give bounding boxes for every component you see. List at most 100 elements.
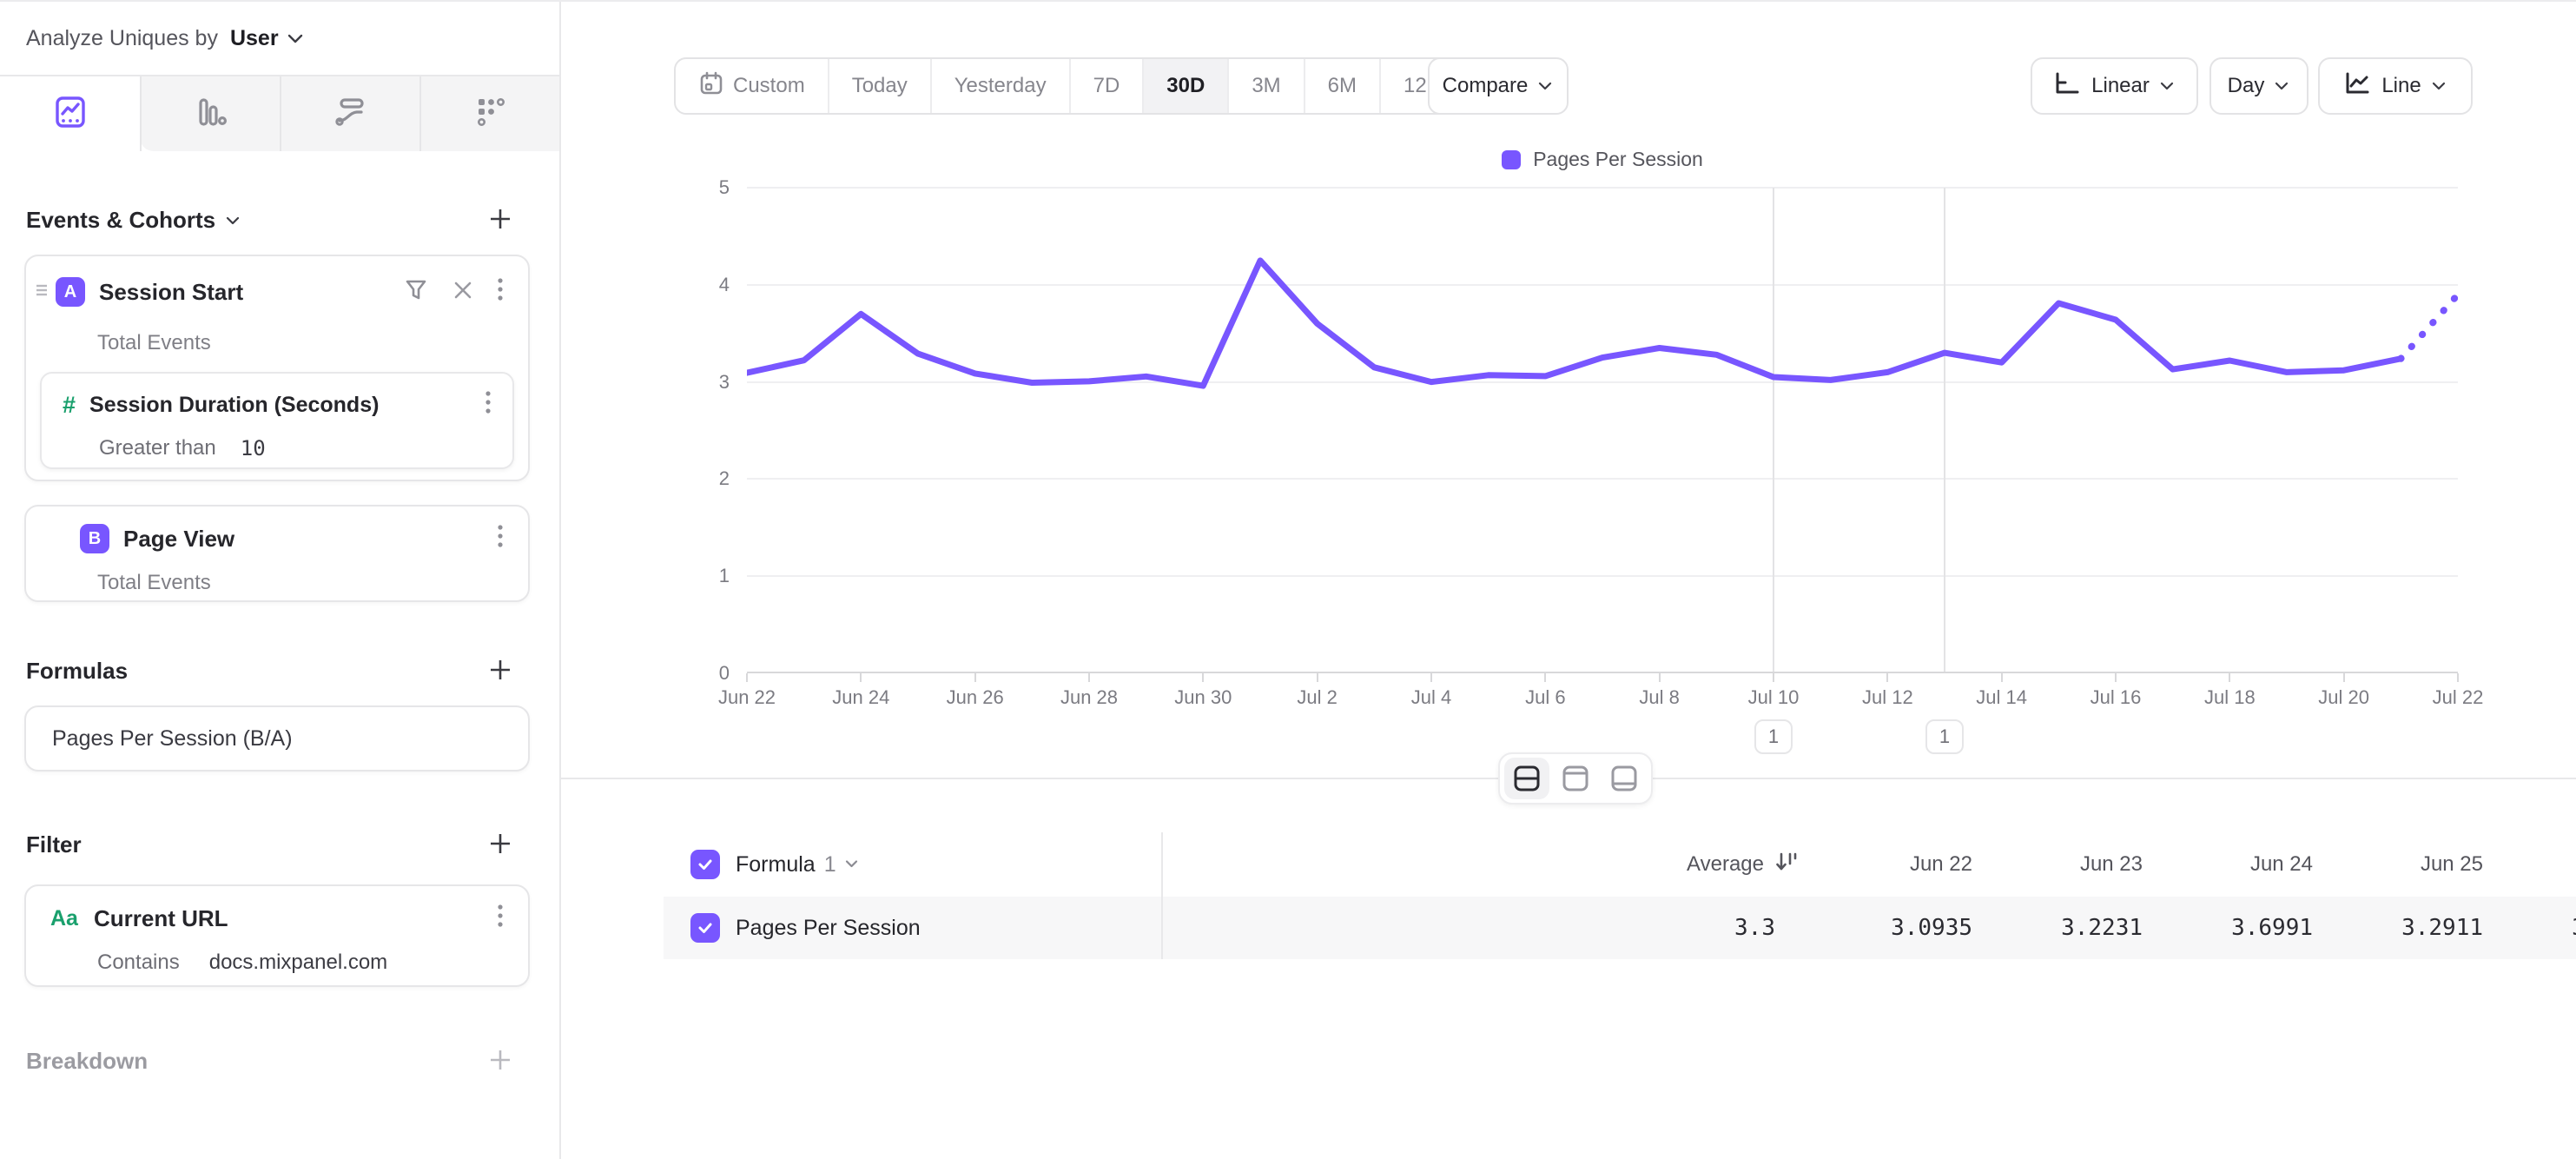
chart-legend[interactable]: Pages Per Session xyxy=(747,148,2458,171)
legend-swatch xyxy=(1502,149,1522,169)
chart-type-dropdown[interactable]: Line xyxy=(2318,57,2473,115)
drag-handle-icon[interactable] xyxy=(35,281,49,303)
operator-value[interactable]: 10 xyxy=(240,436,266,460)
events-cohorts-header[interactable]: Events & Cohorts xyxy=(26,207,241,234)
event-card-session-start[interactable]: A Session Start Total Events # Session D… xyxy=(24,255,530,481)
property-card-session-duration[interactable]: # Session Duration (Seconds) Greater tha… xyxy=(40,372,514,469)
range-7d[interactable]: 7D xyxy=(1068,59,1143,113)
table-column-divider xyxy=(1161,832,1163,959)
row-checkbox[interactable] xyxy=(690,913,720,943)
add-filter-button[interactable] xyxy=(486,830,514,858)
chevron-down-icon xyxy=(226,215,241,226)
layout-chart-only-button[interactable] xyxy=(1553,758,1598,799)
filter-funnel-icon[interactable] xyxy=(403,277,429,308)
x-axis-label: Jun 26 xyxy=(946,686,1004,708)
annotation-badge[interactable]: 1 xyxy=(1925,719,1964,754)
results-table-row[interactable]: Pages Per Session 3.3 3.0935 3.2231 3.6991… xyxy=(664,897,2576,959)
top-divider xyxy=(0,0,2576,2)
date-column-header[interactable]: Jun 24 xyxy=(2249,852,2313,876)
event-name[interactable]: Page View xyxy=(123,525,235,552)
add-breakdown-button[interactable] xyxy=(486,1046,514,1074)
filter-property-name[interactable]: Current URL xyxy=(93,904,228,931)
property-name[interactable]: Session Duration (Seconds) xyxy=(89,392,380,417)
tab-funnels[interactable] xyxy=(140,76,280,151)
row-average-value: 3.3 xyxy=(1734,915,1775,941)
event-card-page-view[interactable]: B Page View Total Events xyxy=(24,505,530,602)
layout-split-button[interactable] xyxy=(1504,758,1549,799)
x-axis-tick xyxy=(2229,673,2231,682)
event-metric[interactable]: Total Events xyxy=(97,331,211,354)
date-column-header[interactable]: Jun 22 xyxy=(1909,852,1972,876)
analyze-value-dropdown[interactable]: User xyxy=(229,25,279,50)
tab-retention[interactable] xyxy=(419,76,559,151)
event-name[interactable]: Session Start xyxy=(99,278,244,305)
select-all-checkbox[interactable] xyxy=(690,850,720,879)
tab-insights[interactable] xyxy=(0,76,140,151)
filter-operator-dropdown[interactable]: Contains xyxy=(97,950,180,974)
kebab-menu-icon[interactable] xyxy=(485,389,492,421)
chevron-down-icon xyxy=(2432,81,2447,91)
tab-flows[interactable] xyxy=(280,76,419,151)
cell-value: 3.2911 xyxy=(2401,915,2483,941)
operator-dropdown[interactable]: Greater than xyxy=(99,436,216,460)
kebab-menu-icon[interactable] xyxy=(497,903,504,935)
range-6m[interactable]: 6M xyxy=(1303,59,1379,113)
flows-icon xyxy=(333,95,369,134)
x-axis-label: Jun 22 xyxy=(717,686,776,708)
cell-value: 3.6991 xyxy=(2231,915,2313,941)
x-axis-tick xyxy=(1088,673,1090,682)
average-label: Average xyxy=(1687,852,1764,876)
date-column-header[interactable]: Jun 26 xyxy=(2509,852,2576,877)
date-column-header[interactable]: Jun 25 xyxy=(2420,852,2483,876)
x-axis-tick xyxy=(1316,673,1318,682)
average-column-header[interactable]: Average xyxy=(1532,850,1799,880)
scale-dropdown[interactable]: Linear xyxy=(2031,57,2198,115)
range-label: 3M xyxy=(1252,74,1281,97)
chevron-down-icon[interactable] xyxy=(287,33,303,43)
series-selector-count: 1 xyxy=(823,851,836,877)
kebab-menu-icon[interactable] xyxy=(497,523,504,555)
query-builder-panel: Analyze Uniques by User Events xyxy=(0,2,561,1159)
row-date-values: 3.09353.22313.69913.29113.08652.99183.00… xyxy=(1828,915,2576,941)
calendar-icon xyxy=(698,70,724,103)
x-axis-tick xyxy=(2457,673,2459,682)
add-event-button[interactable] xyxy=(486,205,514,233)
events-cohorts-label: Events & Cohorts xyxy=(26,207,216,233)
layout-table-only-button[interactable] xyxy=(1602,758,1647,799)
scale-label: Linear xyxy=(2091,74,2150,97)
tabstrip-rest xyxy=(140,76,559,151)
range-label: Custom xyxy=(733,74,805,97)
interval-dropdown[interactable]: Day xyxy=(2209,57,2308,115)
x-axis-line xyxy=(747,672,2458,673)
gridline xyxy=(747,381,2458,383)
formula-name[interactable]: Pages Per Session (B/A) xyxy=(52,725,293,751)
event-metric[interactable]: Total Events xyxy=(97,571,211,594)
range-custom[interactable]: Custom xyxy=(676,59,828,113)
date-column-header[interactable]: Jun 23 xyxy=(2079,852,2143,876)
range-yesterday[interactable]: Yesterday xyxy=(929,59,1069,113)
y-axis-label: 0 xyxy=(718,662,730,684)
line-chart-icon xyxy=(2343,70,2371,103)
filter-value[interactable]: docs.mixpanel.com xyxy=(208,950,388,974)
remove-icon[interactable] xyxy=(452,279,474,306)
y-axis-label: 4 xyxy=(718,273,730,295)
range-label: 6M xyxy=(1327,74,1357,97)
series-selector[interactable]: Formula 1 xyxy=(736,852,861,878)
range-30d[interactable]: 30D xyxy=(1142,59,1228,113)
legend-series-label: Pages Per Session xyxy=(1533,148,1703,170)
add-formula-button[interactable] xyxy=(486,656,514,684)
report-tabstrip xyxy=(0,76,559,151)
insights-icon xyxy=(53,95,88,134)
range-today[interactable]: Today xyxy=(827,59,930,113)
kebab-menu-icon[interactable] xyxy=(497,276,504,308)
filter-card-current-url[interactable]: Aa Current URL Contains docs.mixpanel.co… xyxy=(24,884,530,987)
line-chart[interactable]: 5 4 3 2 1 0 Jun 22 Jun 24 Jun 26 Jun 28 Jun 30 Jul … xyxy=(718,176,2483,754)
range-3m[interactable]: 3M xyxy=(1227,59,1303,113)
annotation-badge[interactable]: 1 xyxy=(1754,719,1793,754)
compare-button[interactable]: Compare xyxy=(1428,57,1569,115)
formula-card[interactable]: Pages Per Session (B/A) xyxy=(24,705,530,772)
cell-value: 3.0865 xyxy=(2509,915,2576,941)
sort-descending-icon xyxy=(1774,850,1799,880)
series-selector-label: Formula xyxy=(736,851,816,877)
y-axis-label: 2 xyxy=(718,467,730,490)
